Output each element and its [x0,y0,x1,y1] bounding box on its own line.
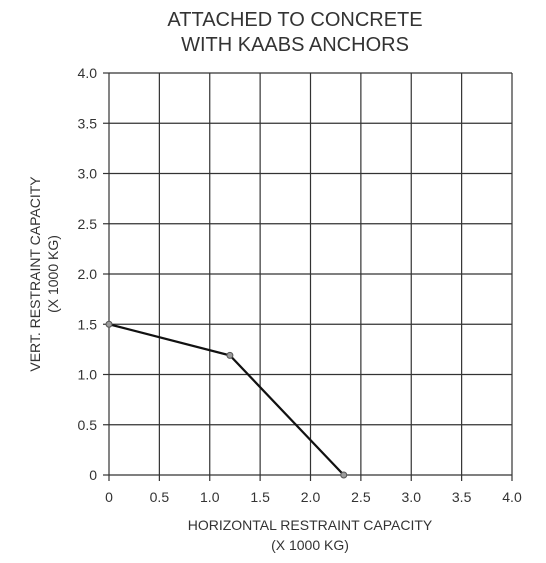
y-tick-label: 2.0 [78,266,98,282]
y-tick-label: 1.0 [78,367,98,383]
x-tick-label: 3.0 [402,489,422,505]
y-tick-label: 1.5 [78,316,98,332]
chart-title-line-2: WITH KAABS ANCHORS [181,34,409,56]
y-tick-label: 3.5 [78,115,98,131]
data-point [226,351,234,359]
grid [108,72,513,476]
x-tick-label: 1.5 [250,489,270,505]
x-tick-label: 3.5 [452,489,472,505]
x-axis-label-line-2: (X 1000 KG) [271,537,349,553]
x-axis-label-line-1: HORIZONTAL RESTRAINT CAPACITY [188,517,433,533]
series [105,320,348,479]
x-tick-label: 4.0 [502,489,522,505]
data-point [105,320,113,328]
y-axis-label-line-2: (X 1000 KG) [45,235,61,313]
y-axis-label-line-1: VERT. RESTRAINT CAPACITY [27,176,43,372]
x-tick-label: 0 [105,489,113,505]
x-tick-label: 2.0 [301,489,321,505]
y-tick-label: 0 [89,467,97,483]
axis-ticks: 0 0.5 1.0 1.5 2.0 2.5 3.0 3.5 4.0 0 0.5 1.0 1.5 2.0 2.… [78,65,522,505]
y-tick-label: 0.5 [78,417,98,433]
series-line [108,323,345,476]
chart-title-line-1: ATTACHED TO CONCRETE [167,9,422,31]
x-tick-label: 1.0 [200,489,220,505]
y-tick-label: 2.5 [78,216,98,232]
y-tick-label: 3.0 [78,166,98,182]
data-point [340,471,348,479]
x-tick-label: 2.5 [351,489,371,505]
y-tick-label: 4.0 [78,65,98,81]
x-tick-label: 0.5 [150,489,170,505]
